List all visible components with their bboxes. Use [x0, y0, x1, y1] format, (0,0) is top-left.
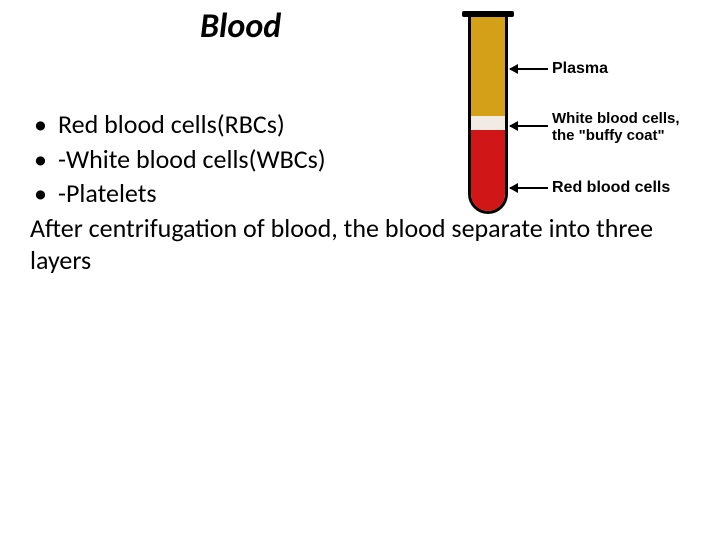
tube-rim [462, 11, 514, 17]
slide: Blood Red blood cells(RBCs) -White blood… [0, 0, 720, 540]
blood-tube-diagram: Plasma White blood cells, the "buffy coa… [430, 14, 720, 244]
test-tube [468, 14, 508, 224]
arrow-plasma [510, 68, 548, 70]
label-plasma: Plasma [552, 60, 608, 78]
slide-title: Blood [200, 6, 281, 47]
plasma-layer [471, 14, 505, 116]
tube-body [468, 14, 508, 214]
label-rbc: Red blood cells [552, 179, 670, 197]
arrow-rbc [510, 187, 548, 189]
buffy-coat-layer [471, 116, 505, 130]
arrow-buffy [510, 125, 548, 127]
label-buffy-2: the "buffy coat" [552, 127, 665, 144]
label-buffy-1: White blood cells, [552, 110, 680, 127]
rbc-layer [471, 130, 505, 211]
